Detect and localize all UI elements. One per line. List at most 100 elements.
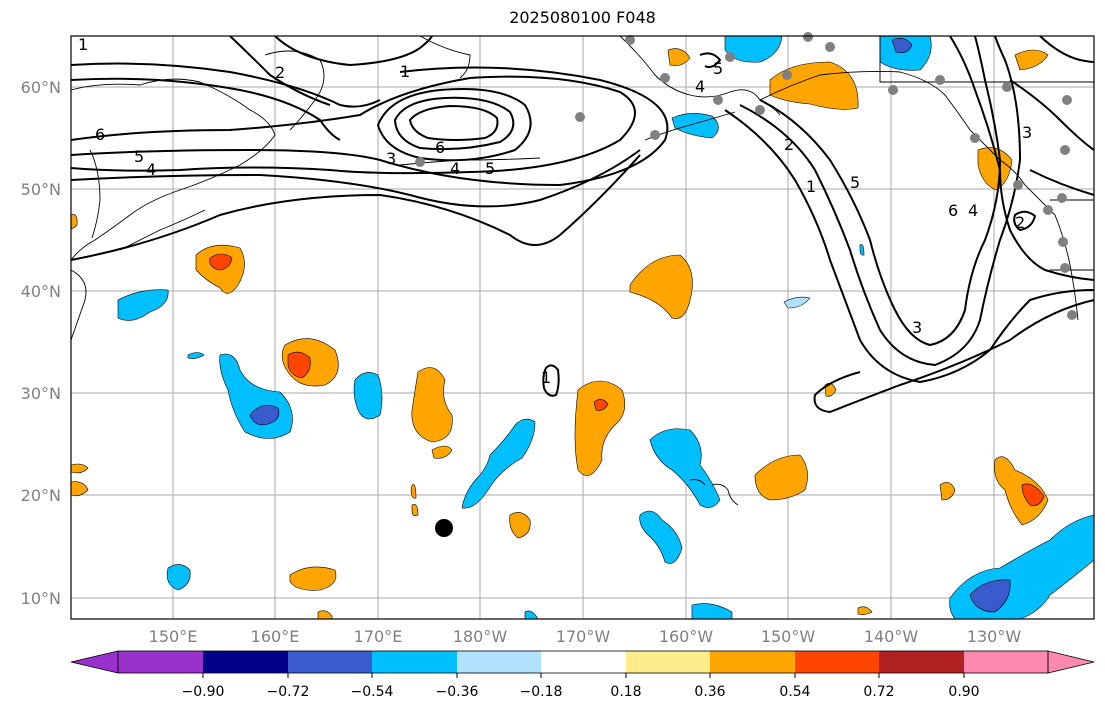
canada-border — [879, 36, 1094, 83]
strong-positive-anomaly — [1021, 483, 1045, 506]
contour-east-3 — [1009, 79, 1095, 151]
lon-label-160e: 160°E — [251, 627, 300, 646]
colorbar-border — [117, 650, 1049, 674]
station-dot — [1060, 145, 1070, 155]
strong-negative-anomaly — [249, 404, 280, 426]
negative-anomaly — [187, 352, 205, 359]
colorbar-tick-label: 0.36 — [694, 684, 725, 700]
colorbar-extend-low — [70, 650, 119, 674]
lon-label-130w: 130°W — [967, 627, 1022, 646]
colorbar-bin — [288, 651, 372, 673]
station-dot — [803, 32, 813, 42]
colorbar-bin — [964, 651, 1048, 673]
contour-1-north — [70, 62, 381, 108]
negative-anomaly — [166, 564, 191, 591]
station-dot — [970, 133, 980, 143]
contour-3 — [70, 66, 669, 187]
gridlines — [71, 36, 1094, 619]
strong-negative-anomaly — [891, 38, 913, 53]
contour-east-1 — [949, 35, 1095, 281]
contour-2-north — [229, 35, 331, 106]
negative-anomaly — [691, 603, 733, 620]
anomaly-fills — [70, 35, 1095, 620]
lon-label-180w: 180°W — [453, 627, 508, 646]
contour-label: 5 — [485, 159, 495, 178]
station-dot — [1043, 205, 1053, 215]
negative-anomaly — [117, 289, 169, 321]
contour-trough-outer — [813, 299, 1095, 414]
weak-negative-anomaly — [783, 296, 811, 309]
contour-4 — [70, 75, 636, 175]
station-dot — [888, 85, 898, 95]
negative-anomaly — [859, 244, 865, 256]
negative-anomaly — [461, 418, 536, 509]
colorbar-bin — [118, 651, 203, 673]
colorbar-bin — [203, 651, 288, 673]
station-dot — [782, 70, 792, 80]
contour-label: 1 — [400, 62, 410, 81]
contour-trough-1 — [759, 35, 1002, 347]
station-dot — [625, 35, 635, 45]
colorbar-tick-label: −0.36 — [436, 684, 479, 700]
storm-center-marker — [435, 519, 453, 537]
colorbar-bin — [372, 651, 457, 673]
coastline-kurils — [119, 209, 206, 251]
positive-anomaly — [574, 380, 626, 476]
contour-6 — [70, 77, 341, 141]
station-dot — [1058, 237, 1068, 247]
lat-labels: 60°N 50°N 40°N 30°N 20°N 10°N — [21, 78, 61, 608]
contour-label: 4 — [968, 201, 978, 220]
contour-small-ring — [1013, 210, 1037, 232]
colorbar-tick-label: 0.18 — [610, 684, 641, 700]
lon-label-170w: 170°W — [556, 627, 611, 646]
contours — [70, 35, 1095, 414]
negative-anomaly — [649, 428, 721, 508]
positive-anomaly — [411, 367, 453, 443]
colorbar-bin — [795, 651, 879, 673]
lon-label-170e: 170°E — [354, 627, 403, 646]
station-dot — [755, 105, 765, 115]
positive-anomaly — [667, 48, 691, 66]
lat-label-50n: 50°N — [21, 180, 61, 199]
contour-label: 6 — [948, 201, 958, 220]
station-dots — [415, 32, 1077, 320]
contour-label: 4 — [450, 159, 460, 178]
contour-east-2 — [1039, 35, 1095, 63]
contour-label: 3 — [386, 149, 396, 168]
colorbar-tick-label: −0.72 — [267, 684, 310, 700]
contour-label: 5 — [850, 173, 860, 192]
coastline-japan — [70, 269, 87, 341]
colorbar-labels: −0.90 −0.72 −0.54 −0.36 −0.18 0.18 0.36 … — [182, 684, 980, 700]
negative-anomaly — [353, 372, 383, 420]
contour-5 — [70, 149, 641, 208]
colorbar-bin — [879, 651, 964, 673]
colorbar-tick-label: −0.54 — [351, 684, 394, 700]
contour-ring-core — [408, 104, 499, 141]
contour-label: 2 — [784, 135, 794, 154]
colorbar-ticks — [202, 673, 965, 678]
lon-label-160w: 160°W — [659, 627, 714, 646]
lat-label-20n: 20°N — [21, 486, 61, 505]
contour-label: 6 — [95, 125, 105, 144]
lat-label-30n: 30°N — [21, 384, 61, 403]
station-dot — [1013, 180, 1023, 190]
colorbar: −0.90 −0.72 −0.54 −0.36 −0.18 0.18 0.36 … — [70, 650, 1095, 700]
positive-anomaly — [629, 254, 693, 319]
contour-label: 4 — [695, 77, 705, 96]
colorbar-bin — [710, 651, 795, 673]
contour-east-4 — [1029, 169, 1095, 196]
contour-label: 6 — [435, 138, 445, 157]
negative-anomaly — [639, 510, 683, 564]
lat-label-10n: 10°N — [21, 589, 61, 608]
contour-cutoff-north — [274, 35, 433, 67]
station-dot — [660, 73, 670, 83]
strong-negative-anomaly — [969, 579, 1011, 613]
contour-label: 1 — [78, 35, 88, 54]
negative-anomaly — [671, 113, 719, 139]
positive-anomaly — [769, 61, 859, 110]
contour-2 — [70, 154, 641, 261]
colorbar-tick-label: −0.18 — [520, 684, 563, 700]
station-dot — [415, 157, 425, 167]
colorbar-tick-label: 0.54 — [779, 684, 810, 700]
